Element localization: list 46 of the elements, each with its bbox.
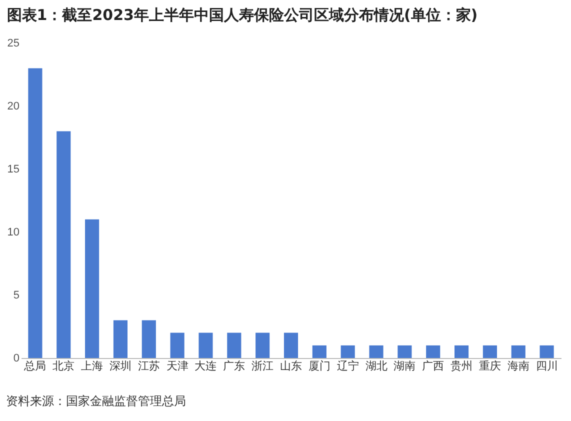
x-tick-label: 广西 — [422, 360, 444, 372]
x-tick-label: 辽宁 — [336, 360, 359, 372]
x-tick-label: 总局 — [23, 360, 46, 372]
x-tick-label: 厦门 — [308, 360, 330, 372]
y-tick-label: 25 — [7, 38, 20, 50]
x-tick-label: 广东 — [223, 360, 246, 372]
bar — [284, 332, 298, 358]
x-tick-label: 上海 — [81, 360, 104, 372]
x-tick-label: 天津 — [166, 360, 188, 372]
y-tick-label: 20 — [7, 100, 20, 112]
bar — [511, 345, 526, 358]
bar — [170, 332, 184, 358]
bar — [312, 345, 326, 358]
x-tick-label: 海南 — [507, 360, 530, 372]
bar — [28, 68, 42, 358]
x-tick-label: 北京 — [52, 360, 75, 372]
bar — [113, 320, 128, 358]
bar — [256, 332, 270, 358]
x-tick-label: 重庆 — [478, 360, 501, 372]
bar — [85, 219, 100, 358]
bar — [454, 345, 469, 358]
bar — [227, 332, 242, 358]
text: 资料来源：国家金融监督管理总局 — [5, 393, 187, 410]
y-tick-label: 0 — [13, 352, 20, 364]
x-tick-label: 江苏 — [138, 360, 160, 372]
x-tick-label: 浙江 — [252, 360, 274, 372]
bar — [540, 345, 554, 358]
y-tick-label: 15 — [7, 164, 20, 176]
bar — [398, 345, 412, 358]
bar — [482, 345, 497, 358]
x-tick-label: 湖南 — [394, 360, 416, 372]
y-tick-label: 5 — [13, 290, 20, 302]
x-tick-label: 山东 — [280, 360, 302, 372]
bar — [198, 332, 213, 358]
x-tick-label: 大连 — [194, 360, 217, 372]
bar — [56, 131, 71, 358]
chart-title: 图表1：截至2023年上半年中国人寿保险公司区域分布情况(单位：家) — [6, 6, 478, 24]
x-tick-label: 贵州 — [450, 360, 473, 372]
bar — [340, 345, 355, 358]
x-tick-label: 湖北 — [365, 360, 388, 372]
bar — [426, 345, 440, 358]
bar — [369, 345, 384, 358]
x-tick-label: 深圳 — [109, 360, 132, 372]
x-tick-label: 四川 — [536, 360, 558, 372]
y-tick-label: 10 — [7, 226, 20, 238]
bar — [142, 320, 156, 358]
